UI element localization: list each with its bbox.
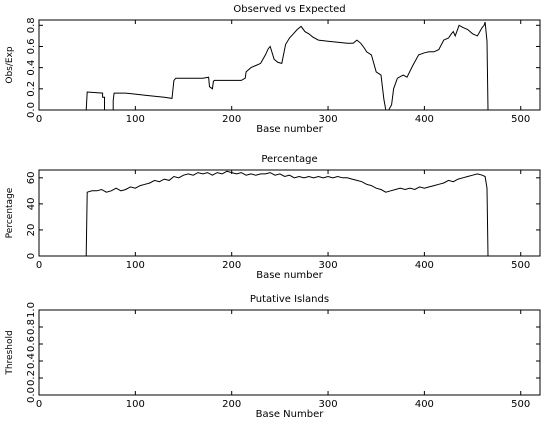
panel-title: Putative Islands bbox=[250, 294, 329, 305]
x-tick-label: 500 bbox=[511, 260, 530, 271]
series-line bbox=[85, 170, 489, 257]
plot-frame bbox=[38, 169, 541, 257]
x-tick-label: 400 bbox=[415, 260, 434, 271]
y-tick-label: 0.6 bbox=[26, 39, 37, 55]
x-axis-label: Base number bbox=[256, 124, 323, 135]
y-axis-label: Percentage bbox=[5, 187, 15, 238]
x-tick-label: 500 bbox=[511, 114, 530, 125]
x-tick-label: 300 bbox=[318, 260, 337, 271]
x-axis-label: Base number bbox=[256, 270, 323, 281]
y-tick-label: 0.4 bbox=[26, 353, 37, 369]
x-tick-label: 200 bbox=[222, 114, 241, 125]
x-tick-label: 0 bbox=[36, 260, 42, 271]
y-tick-label: 20 bbox=[26, 224, 37, 237]
x-tick-label: 300 bbox=[318, 114, 337, 125]
y-tick-label: 0.4 bbox=[26, 60, 37, 76]
y-tick-label: 1.0 bbox=[26, 302, 37, 318]
plot-frame bbox=[38, 309, 541, 396]
y-axis-label: Threshold bbox=[5, 330, 15, 375]
y-tick-label: 40 bbox=[26, 198, 37, 211]
x-tick-label: 500 bbox=[511, 399, 530, 410]
x-tick-label: 100 bbox=[126, 399, 145, 410]
y-tick-label: 0.2 bbox=[26, 370, 37, 386]
panel-1: Observed vs Expected 0 100 200 300 400 500 0.0 0… bbox=[5, 4, 541, 135]
y-tick-label: 0 bbox=[26, 253, 37, 259]
y-tick-label: 0.8 bbox=[26, 319, 37, 335]
x-tick-label: 0 bbox=[36, 399, 42, 410]
y-tick-label: 0.0 bbox=[26, 387, 37, 403]
x-tick-label: 200 bbox=[222, 260, 241, 271]
y-tick-label: 0.2 bbox=[26, 81, 37, 97]
y-axis-label: Obs/Exp bbox=[5, 46, 15, 84]
plot-frame bbox=[38, 19, 541, 111]
series-line bbox=[85, 21, 489, 111]
y-tick-label: 0.6 bbox=[26, 336, 37, 352]
x-tick-label: 0 bbox=[36, 114, 42, 125]
x-tick-label: 200 bbox=[222, 399, 241, 410]
panel-2: Percentage 0 100 200 300 400 500 0 20 40 60 Base nu… bbox=[5, 154, 541, 281]
y-tick-label: 60 bbox=[26, 171, 37, 184]
x-tick-label: 400 bbox=[415, 399, 434, 410]
panel-title: Percentage bbox=[261, 154, 317, 165]
x-tick-label: 300 bbox=[318, 399, 337, 410]
y-tick-label: 0.0 bbox=[26, 102, 37, 118]
x-tick-label: 100 bbox=[126, 114, 145, 125]
x-tick-label: 100 bbox=[126, 260, 145, 271]
x-tick-label: 400 bbox=[415, 114, 434, 125]
panel-title: Observed vs Expected bbox=[233, 4, 345, 15]
y-tick-label: 0.8 bbox=[26, 17, 37, 33]
x-axis-label: Base Number bbox=[256, 409, 325, 420]
